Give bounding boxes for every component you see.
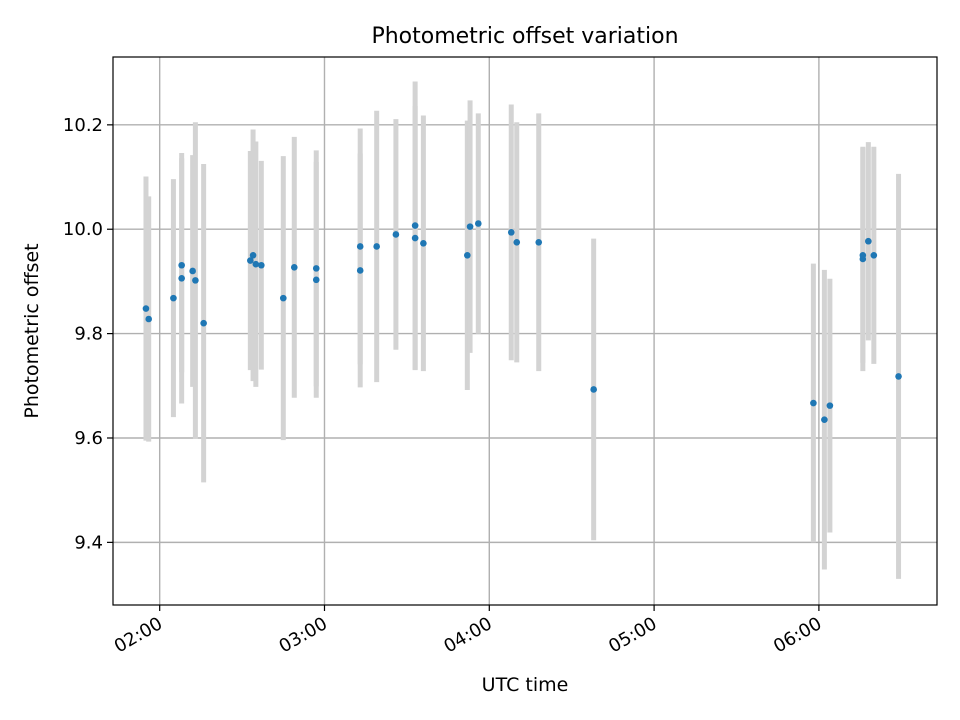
data-points [142,220,902,424]
data-point [590,386,597,393]
data-point [392,231,400,238]
data-point [373,243,380,250]
y-tick-label: 9.4 [74,532,103,553]
data-point [252,260,260,268]
data-point [810,399,817,407]
plot-frame [112,56,938,606]
data-point [821,416,828,424]
data-point [356,243,364,250]
data-point [859,252,867,259]
data-point [513,238,521,246]
data-point [142,305,150,312]
data-point [247,257,254,264]
y-tick-label: 9.6 [74,428,103,449]
data-point [411,234,419,242]
data-point [279,294,287,302]
data-point [312,276,320,284]
data-point [870,252,878,259]
data-point [192,277,199,284]
data-point [170,294,177,302]
chart-title: Photometric offset variation [371,24,678,49]
data-point [411,222,419,229]
data-point [420,240,427,247]
y-tick-label: 9.8 [74,324,103,345]
data-point [826,402,834,409]
data-point [356,267,364,274]
data-point [507,229,515,236]
y-tick-label: 10.0 [63,219,103,240]
data-point [475,220,482,227]
data-point [258,261,265,269]
data-point [178,274,185,282]
y-axis-label: Photometric offset [21,243,43,418]
y-axis-ticks: 9.4 9.6 9.8 10.0 10.2 [63,115,113,553]
data-point [895,373,902,380]
data-point [464,252,471,259]
data-point [466,223,474,230]
x-axis-label: UTC time [482,674,569,696]
data-point [178,261,185,269]
data-point [145,315,153,323]
data-point [249,252,257,259]
data-point [290,264,298,271]
y-tick-label: 10.2 [63,115,103,136]
data-point [312,265,320,272]
data-point [189,267,196,275]
data-point [535,238,543,246]
data-point [200,319,207,327]
data-point [865,237,872,245]
